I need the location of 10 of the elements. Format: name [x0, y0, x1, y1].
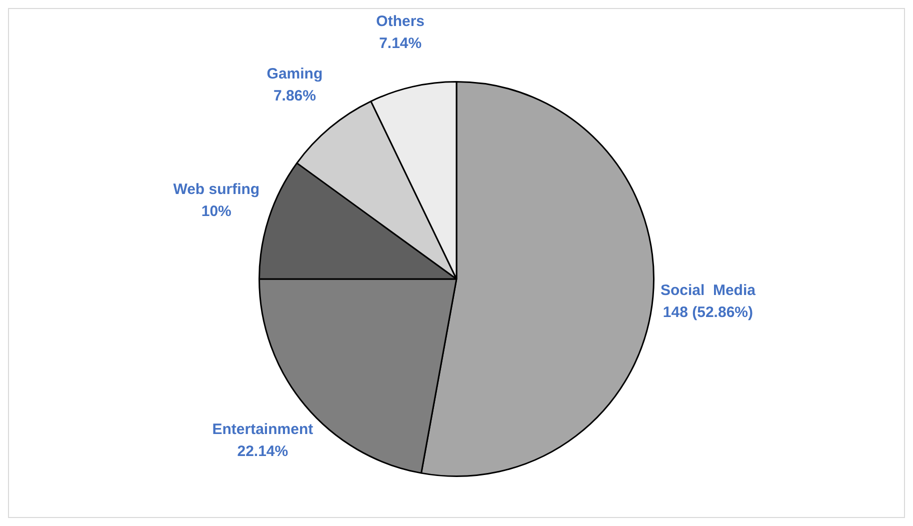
data-label: 148 (52.86%)	[662, 304, 753, 321]
data-label: 10%	[201, 203, 232, 220]
slice-label: Web surfing	[173, 181, 260, 198]
slice-label: Gaming	[266, 65, 323, 82]
slice-label: Social Media	[660, 282, 756, 299]
data-label: 7.86%	[273, 87, 316, 104]
slice-label: Entertainment	[212, 420, 314, 438]
data-label: 22.14%	[237, 442, 288, 460]
slice-label: Others	[376, 12, 425, 30]
data-label: 7.14%	[379, 34, 422, 52]
